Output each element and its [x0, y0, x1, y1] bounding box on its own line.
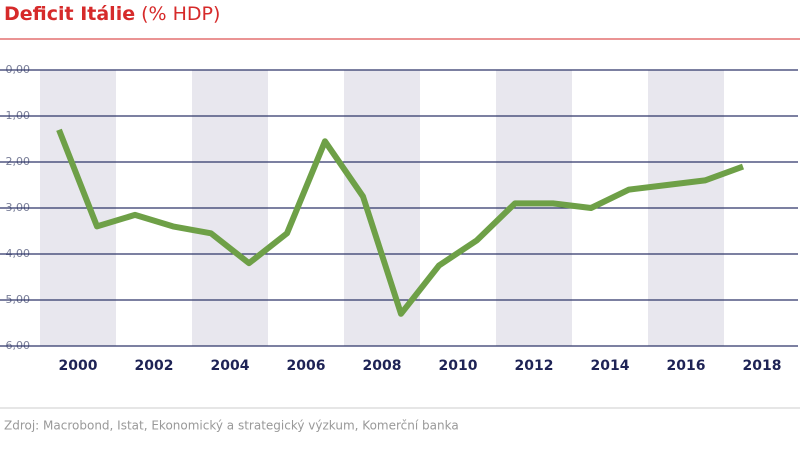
x-tick-label: 2008	[363, 358, 402, 374]
x-tick-label: 2012	[515, 358, 554, 374]
source: Zdroj: Macrobond, Istat, Ekonomický a st…	[4, 419, 459, 433]
x-tick-label: 2018	[743, 358, 782, 374]
x-tick-label: 2002	[135, 358, 174, 374]
x-tick-label: 2016	[667, 358, 706, 374]
x-tick-label: 2006	[287, 358, 326, 374]
x-tick-label: 2010	[439, 358, 478, 374]
title: Deficit Itálie	[4, 3, 135, 25]
chart-title: Deficit Itálie (% HDP)	[4, 3, 220, 25]
x-tick-label: 2014	[591, 358, 630, 374]
x-tick-label: 2000	[59, 358, 98, 374]
x-tick-label: 2004	[211, 358, 250, 374]
data-line	[56, 128, 745, 317]
subtitle: (% HDP)	[141, 3, 220, 25]
